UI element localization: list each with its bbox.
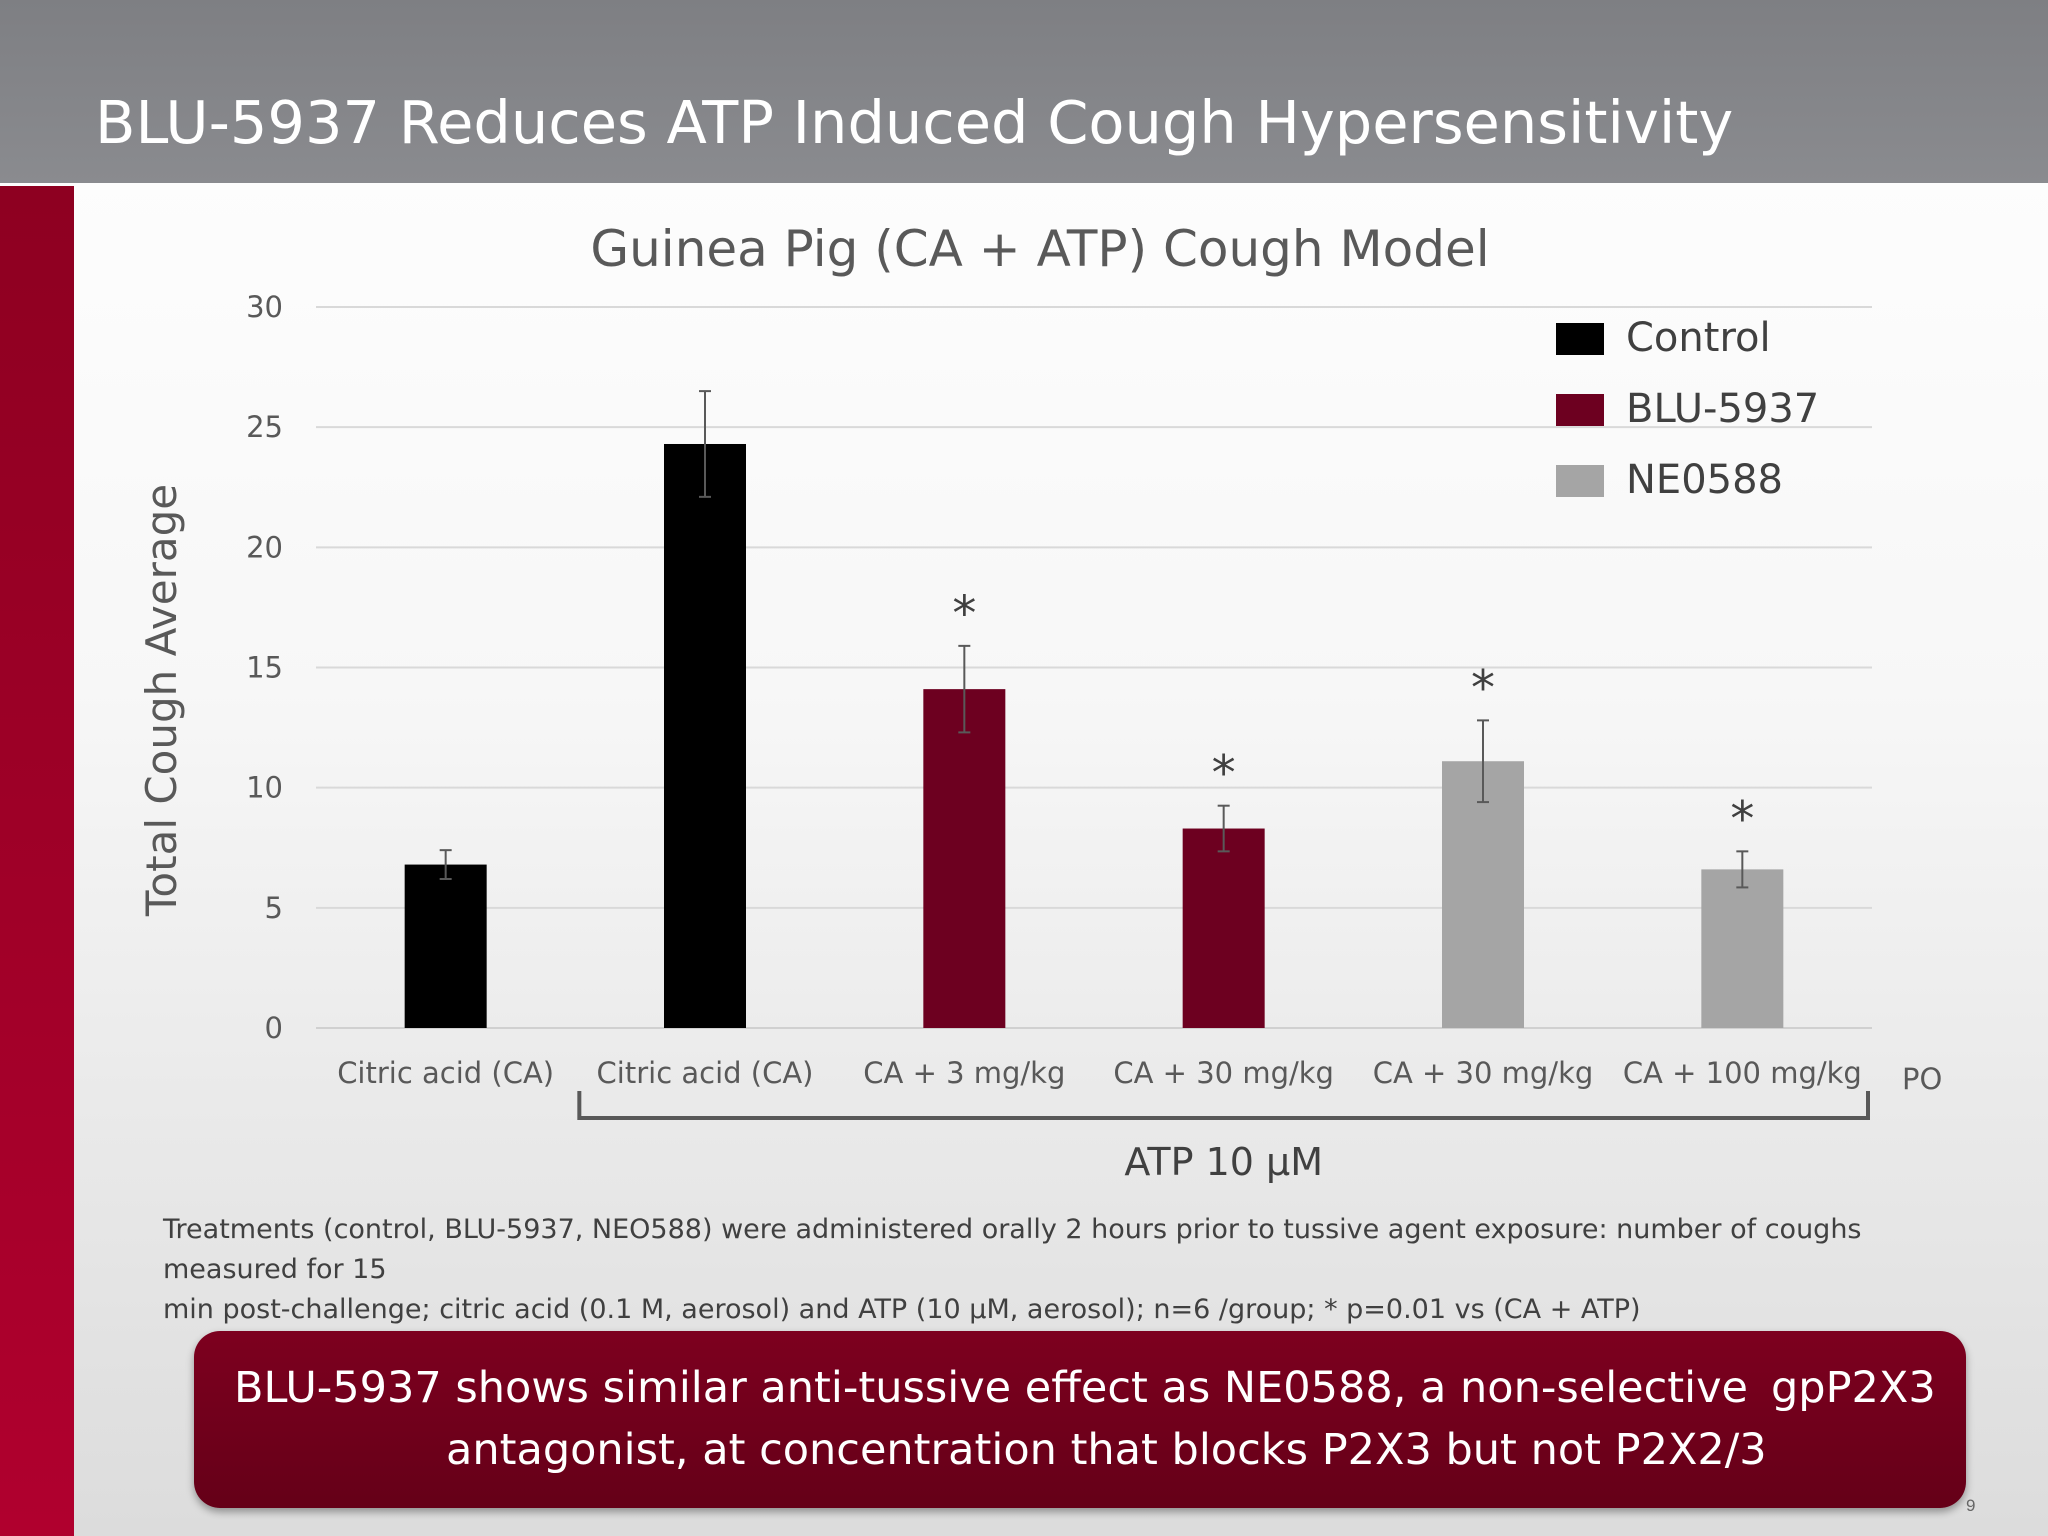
legend-label: Control	[1626, 315, 1771, 361]
y-tick-label: 20	[246, 530, 283, 564]
x-tick-label: CA + 30 mg/kg	[1373, 1056, 1594, 1090]
slide-title: BLU-5937 Reduces ATP Induced Cough Hyper…	[95, 88, 1734, 157]
x-tick-label: CA + 3 mg/kg	[863, 1056, 1065, 1090]
callout-text-2: antagonist, at concentration that blocks…	[446, 1425, 1767, 1475]
slide-header: BLU-5937 Reduces ATP Induced Cough Hyper…	[0, 0, 2048, 183]
callout-text-1b: gpP2X3	[1771, 1363, 1936, 1413]
accent-side-bar	[0, 186, 74, 1536]
bar-chart: Guinea Pig (CA + ATP) Cough Model 0 5 10 15 2…	[0, 183, 2048, 1213]
y-tick-label: 30	[246, 290, 283, 324]
legend-swatch	[1556, 323, 1604, 355]
footnote: Treatments (control, BLU-5937, NEO588) w…	[163, 1210, 2003, 1330]
bar	[1701, 869, 1784, 1028]
bracket-label: ATP 10 µM	[1124, 1140, 1323, 1184]
significance-marker: *	[1212, 746, 1236, 802]
chart-title: Guinea Pig (CA + ATP) Cough Model	[590, 220, 1489, 278]
legend-label: BLU-5937	[1626, 386, 1819, 432]
significance-marker: *	[1471, 660, 1495, 716]
y-tick-label: 5	[265, 891, 283, 925]
footnote-line-1: Treatments (control, BLU-5937, NEO588) w…	[163, 1214, 1862, 1285]
page-number: 9	[1966, 1496, 1976, 1515]
legend-swatch	[1556, 465, 1604, 497]
legend-label: NE0588	[1626, 457, 1783, 503]
x-tick-label: CA + 100 mg/kg	[1623, 1056, 1862, 1090]
significance-marker: *	[952, 586, 976, 642]
bar	[1182, 828, 1265, 1028]
x-tick-label: CA + 30 mg/kg	[1113, 1056, 1334, 1090]
route-label: PO	[1902, 1062, 1942, 1096]
y-axis-label: Total Cough Average	[137, 484, 186, 917]
legend-swatch	[1556, 394, 1604, 426]
x-tick-label: Citric acid (CA)	[597, 1056, 814, 1090]
footnote-line-2: min post-challenge; citric acid (0.1 M, …	[163, 1294, 1641, 1325]
y-tick-label: 0	[265, 1011, 283, 1045]
chart-svg: Guinea Pig (CA + ATP) Cough Model 0 5 10 15 2…	[137, 220, 1942, 1184]
bar	[404, 864, 487, 1028]
y-tick-label: 10	[246, 771, 283, 805]
x-tick-label: Citric acid (CA)	[337, 1056, 554, 1090]
significance-marker: *	[1730, 791, 1754, 847]
y-tick-label: 25	[246, 410, 283, 444]
callout-text-1a: BLU-5937 shows similar anti-tussive effe…	[234, 1363, 1748, 1413]
bar	[923, 689, 1006, 1028]
y-tick-label: 15	[246, 651, 283, 685]
bar	[664, 443, 746, 1028]
atp-bracket	[577, 1091, 1870, 1120]
bar	[1442, 761, 1524, 1028]
conclusion-callout: BLU-5937 shows similar anti-tussive effe…	[194, 1331, 1966, 1508]
